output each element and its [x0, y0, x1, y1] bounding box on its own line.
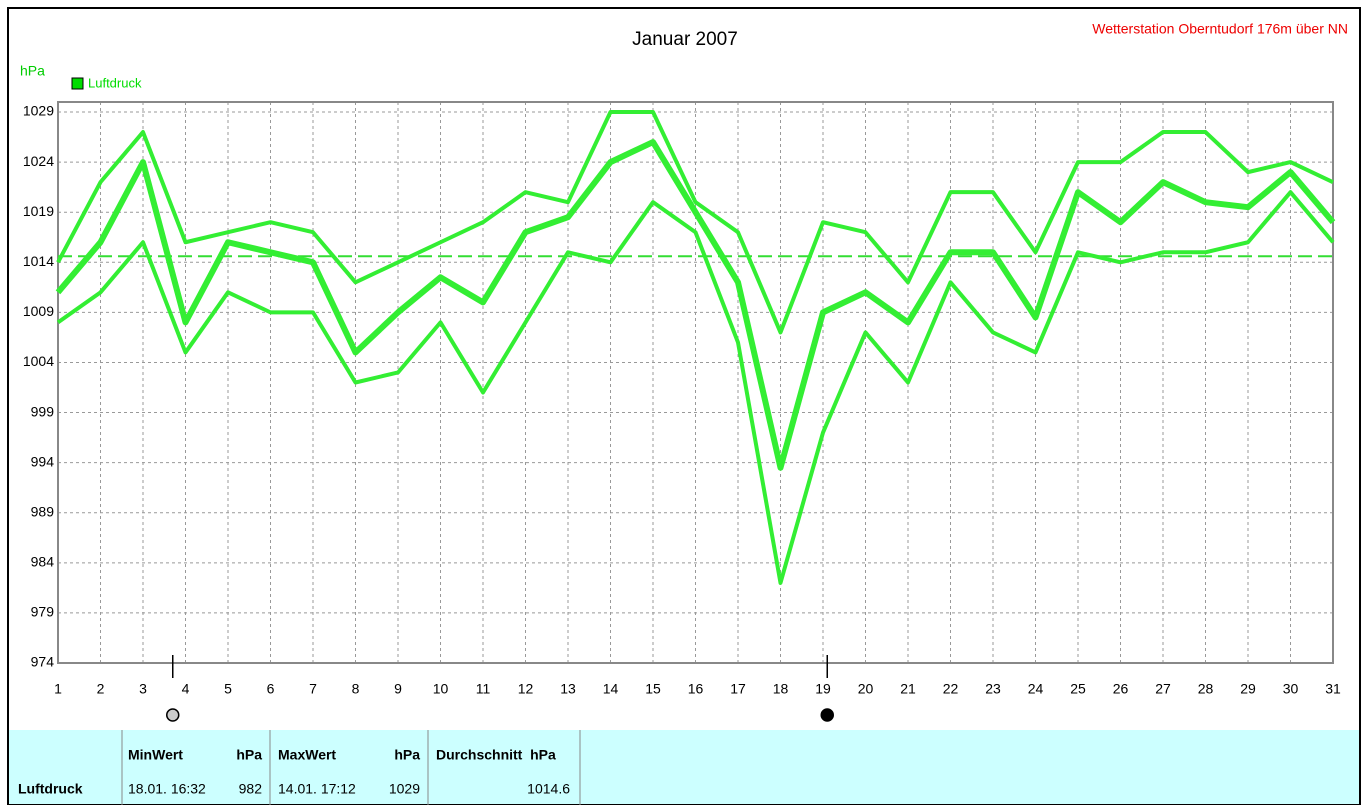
- table-cell: 982: [239, 781, 263, 797]
- moon-phase: [166, 708, 180, 722]
- x-tick-label: 18: [773, 681, 789, 697]
- moon-phase: [820, 708, 834, 722]
- x-tick-label: 14: [603, 681, 619, 697]
- x-tick-label: 25: [1070, 681, 1086, 697]
- table-cell: 18.01. 16:32: [128, 781, 206, 797]
- frame: [7, 7, 1361, 805]
- legend-label: Luftdruck: [88, 75, 142, 90]
- x-tick-label: 6: [267, 681, 275, 697]
- y-tick-label: 1019: [23, 203, 54, 219]
- x-tick-label: 9: [394, 681, 402, 697]
- y-axis-label: hPa: [20, 63, 45, 79]
- table-header: Durchschnitt hPa: [436, 747, 556, 763]
- y-tick-label: 974: [31, 654, 55, 670]
- x-tick-label: 16: [688, 681, 704, 697]
- line-series: [56, 190, 1335, 585]
- plot-frame: [57, 101, 1334, 664]
- x-tick-label: 30: [1283, 681, 1299, 697]
- x-tick-label: 10: [433, 681, 449, 697]
- x-tick-label: 1: [54, 681, 62, 697]
- x-tick-label: 3: [139, 681, 147, 697]
- x-tick-label: 5: [224, 681, 232, 697]
- x-tick-label: 8: [352, 681, 360, 697]
- x-tick-label: 31: [1325, 681, 1341, 697]
- x-tick-label: 28: [1198, 681, 1214, 697]
- x-tick-label: 13: [560, 681, 576, 697]
- x-tick-label: 21: [900, 681, 916, 697]
- x-tick-label: 4: [182, 681, 190, 697]
- table-header: MinWert: [128, 747, 183, 763]
- x-tick-label: 20: [858, 681, 874, 697]
- table-cell: 1014.6: [527, 781, 570, 797]
- x-tick-label: 22: [943, 681, 959, 697]
- x-tick-label: 24: [1028, 681, 1044, 697]
- station-label: Wetterstation Oberntudorf 176m über NN: [1092, 21, 1348, 37]
- x-tick-label: 15: [645, 681, 661, 697]
- legend-swatch: [71, 77, 84, 90]
- y-tick-label: 979: [31, 604, 55, 620]
- line-series: [55, 139, 1336, 471]
- y-tick-label: 999: [31, 403, 55, 419]
- y-tick-label: 1009: [23, 303, 54, 319]
- y-tick-label: 984: [31, 554, 55, 570]
- y-tick-label: 1004: [23, 353, 54, 369]
- x-tick-label: 29: [1240, 681, 1256, 697]
- row-label: Luftdruck: [18, 781, 83, 797]
- x-tick-label: 17: [730, 681, 746, 697]
- table-header: hPa: [394, 747, 420, 763]
- table-header: hPa: [236, 747, 262, 763]
- x-tick-label: 26: [1113, 681, 1129, 697]
- y-tick-label: 1029: [23, 103, 54, 119]
- x-tick-label: 27: [1155, 681, 1171, 697]
- x-tick-label: 2: [97, 681, 105, 697]
- line-series: [56, 110, 1334, 335]
- y-tick-label: 994: [31, 453, 55, 469]
- table-cell: 14.01. 17:12: [278, 781, 356, 797]
- y-tick-label: 989: [31, 503, 55, 519]
- x-tick-label: 23: [985, 681, 1001, 697]
- x-tick-label: 12: [518, 681, 534, 697]
- x-tick-label: 7: [309, 681, 317, 697]
- stats-table: [9, 730, 1359, 804]
- x-tick-label: 19: [815, 681, 831, 697]
- y-tick-label: 1024: [23, 153, 54, 169]
- y-tick-label: 1014: [23, 253, 54, 269]
- table-cell: 1029: [389, 781, 420, 797]
- table-header: MaxWert: [278, 747, 336, 763]
- x-tick-label: 11: [476, 681, 491, 697]
- chart-title: Januar 2007: [632, 29, 738, 50]
